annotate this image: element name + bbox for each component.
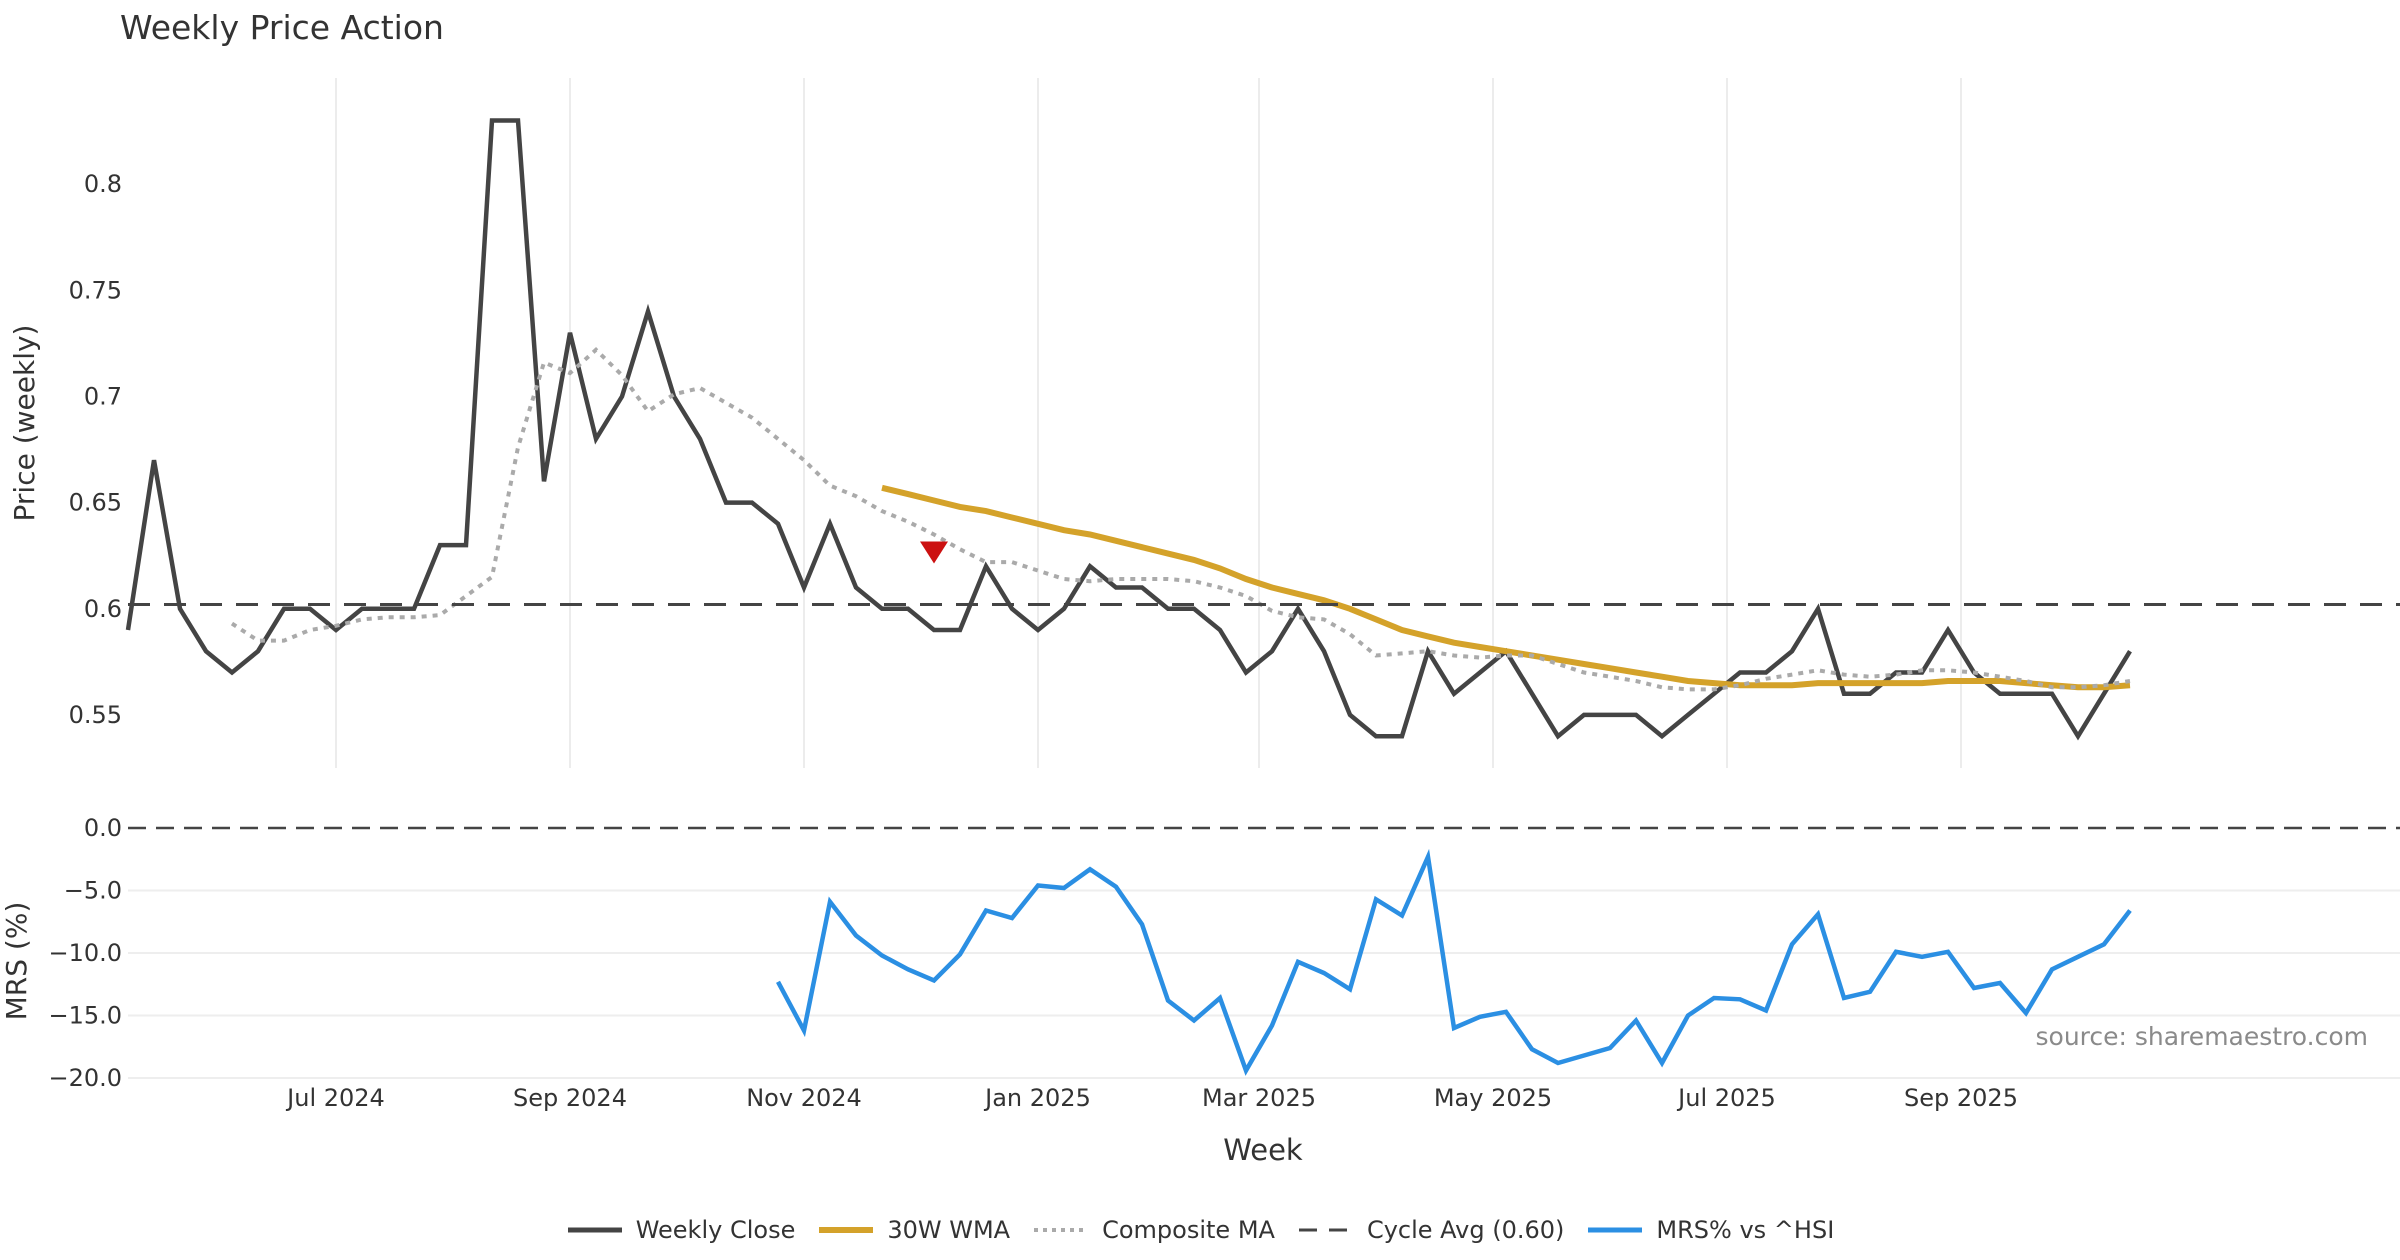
legend-item-cycle-avg: Cycle Avg (0.60) bbox=[1297, 1216, 1564, 1244]
y-tick-label: −15.0 bbox=[48, 1002, 122, 1030]
y-tick-label: −5.0 bbox=[64, 877, 122, 905]
legend-item-30w-wma: 30W WMA bbox=[817, 1216, 1010, 1244]
legend-label-cycle-avg: Cycle Avg (0.60) bbox=[1366, 1216, 1565, 1244]
x-tick-label: May 2025 bbox=[1434, 1084, 1552, 1112]
legend-swatch-composite-ma bbox=[1034, 1228, 1089, 1232]
legend-label-30w-wma: 30W WMA bbox=[887, 1216, 1011, 1244]
series-weekly-close bbox=[125, 118, 2132, 741]
chart-title: Weekly Price Action bbox=[120, 8, 444, 47]
legend-label-mrs: MRS% vs ^HSI bbox=[1656, 1216, 1835, 1244]
legend-item-mrs: MRS% vs ^HSI bbox=[1586, 1216, 1834, 1244]
legend-label-composite-ma: Composite MA bbox=[1102, 1216, 1275, 1244]
signal-marker bbox=[920, 541, 948, 564]
y-tick-label: 0.55 bbox=[69, 701, 122, 729]
y-tick-label: 0.7 bbox=[84, 382, 122, 410]
x-tick-label: Jul 2024 bbox=[285, 1084, 385, 1112]
legend-swatch-cycle-avg bbox=[1298, 1228, 1353, 1232]
price-panel bbox=[125, 118, 2400, 741]
y-tick-label: 0.65 bbox=[69, 489, 122, 517]
legend-item-weekly-close: Weekly Close bbox=[566, 1216, 796, 1244]
y-tick-label: 0.6 bbox=[84, 595, 122, 623]
series-30w-wma bbox=[881, 484, 2131, 691]
y-tick-label: 0.0 bbox=[84, 814, 122, 842]
y-tick-label: −20.0 bbox=[48, 1064, 122, 1092]
x-tick-label: Nov 2024 bbox=[746, 1084, 862, 1112]
price-and-mrs-chart: source: sharemaestro.com 0.80.750.70.650… bbox=[0, 78, 2400, 1167]
grid bbox=[128, 78, 2400, 1079]
mrs-axis-label: MRS (%) bbox=[0, 902, 33, 1021]
x-axis-label: Week bbox=[1223, 1133, 1303, 1167]
legend-swatch-30w-wma bbox=[819, 1227, 874, 1233]
legend: Weekly Close 30W WMA Composite MA Cycle … bbox=[0, 1212, 2400, 1248]
y-tick-label: −10.0 bbox=[48, 939, 122, 967]
source-note: source: sharemaestro.com bbox=[2036, 1022, 2369, 1051]
x-tick-label: Mar 2025 bbox=[1202, 1084, 1316, 1112]
axes: 0.8 0.75 0.7 0.65 0.6 0.55 Price (weekly) 0.0 −5… bbox=[0, 170, 2018, 1167]
mrs-panel: source: sharemaestro.com bbox=[128, 826, 2400, 1076]
legend-item-composite-ma: Composite MA bbox=[1032, 1216, 1275, 1244]
y-tick-label: 0.8 bbox=[84, 170, 122, 198]
y-tick-label: 0.75 bbox=[69, 276, 122, 304]
x-tick-label: Sep 2025 bbox=[1904, 1084, 2018, 1112]
y-axis-label: Price (weekly) bbox=[8, 325, 41, 522]
legend-swatch-mrs bbox=[1588, 1227, 1643, 1233]
legend-label-weekly-close: Weekly Close bbox=[635, 1216, 796, 1244]
series-mrs bbox=[776, 848, 2132, 1076]
legend-swatch-weekly-close bbox=[567, 1227, 622, 1233]
x-tick-label: Jan 2025 bbox=[983, 1084, 1091, 1112]
x-tick-label: Sep 2024 bbox=[513, 1084, 627, 1112]
series-composite-ma bbox=[230, 347, 2131, 692]
x-tick-label: Jul 2025 bbox=[1676, 1084, 1776, 1112]
